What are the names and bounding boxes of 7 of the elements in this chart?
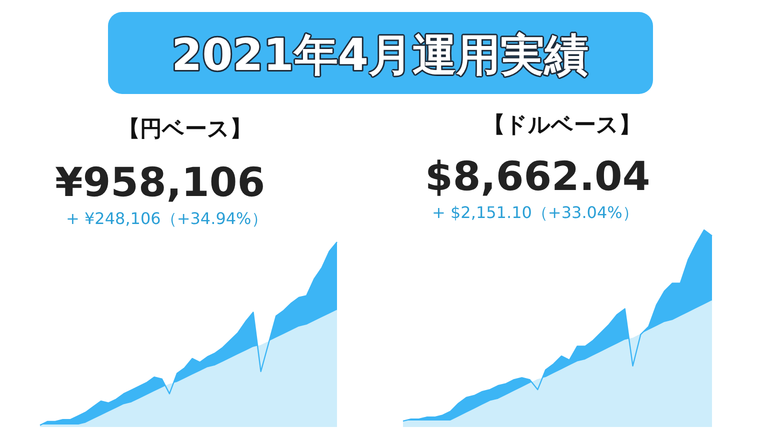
chart-title: 【ドルベース】 [483, 113, 641, 138]
chart-title: 【円ベース】 [118, 117, 252, 142]
chart-subtitle: $8,662.04 [425, 154, 650, 200]
text: + $2,151.10（+33.04%） [432, 203, 638, 222]
text: 2021年4月運用実績 [171, 30, 589, 81]
text: + ¥248,106（+34.94%） [66, 209, 268, 228]
chart-subtitle: ¥958,106 [55, 160, 266, 206]
